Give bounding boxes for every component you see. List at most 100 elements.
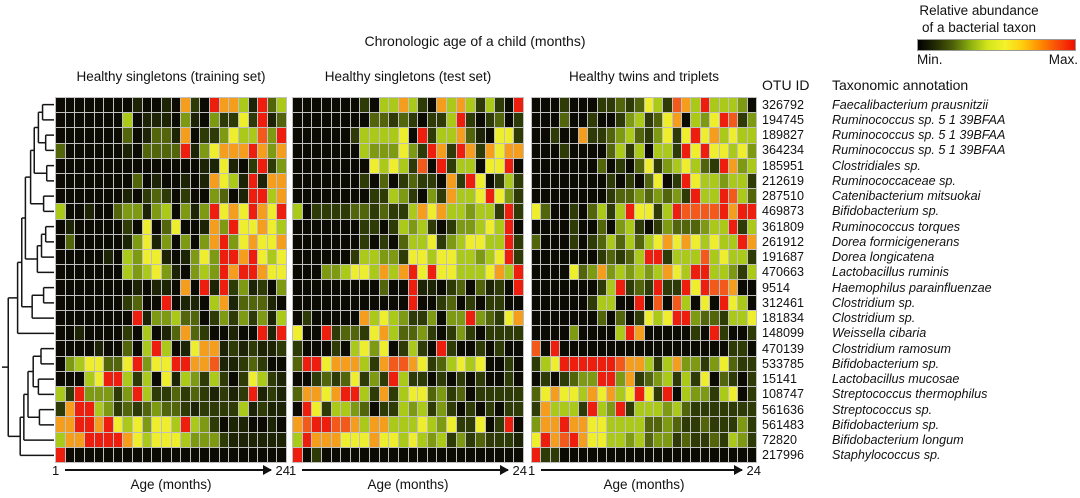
heatmap-cell bbox=[578, 174, 588, 189]
heatmap-cell bbox=[389, 310, 398, 326]
heatmap-cell bbox=[370, 447, 379, 462]
heatmap-cell bbox=[747, 310, 756, 326]
heatmap-cell bbox=[133, 234, 142, 250]
heatmap-cell bbox=[171, 250, 181, 265]
heatmap-cell bbox=[190, 204, 200, 219]
heatmap-cell bbox=[238, 341, 248, 356]
heatmap-cell bbox=[700, 386, 710, 402]
heatmap-cell bbox=[142, 310, 152, 326]
heatmap-cell bbox=[238, 189, 248, 204]
otu-id: 217996 bbox=[762, 448, 805, 463]
heatmap-cell bbox=[267, 189, 277, 204]
heatmap-cell bbox=[541, 265, 550, 280]
heatmap-cell bbox=[466, 356, 475, 371]
heatmap-cell bbox=[747, 250, 756, 265]
heatmap-cell bbox=[75, 447, 84, 462]
heatmap-cell bbox=[747, 417, 756, 432]
heatmap-cell bbox=[475, 280, 485, 295]
heatmap-cell bbox=[485, 402, 495, 417]
otu-taxon: Lactobacillus ruminis bbox=[832, 265, 949, 280]
heatmap-cell bbox=[142, 356, 152, 371]
heatmap-cell bbox=[398, 250, 408, 265]
heatmap-cell bbox=[719, 417, 728, 432]
heatmap-cell bbox=[152, 174, 161, 189]
heatmap-cell bbox=[258, 265, 267, 280]
heatmap-cell bbox=[427, 143, 437, 158]
heatmap-cell bbox=[495, 174, 504, 189]
heatmap-cell bbox=[181, 371, 190, 386]
heatmap-cell bbox=[738, 143, 747, 158]
heatmap-cell bbox=[133, 128, 142, 143]
heatmap-cell bbox=[747, 280, 756, 295]
heatmap-cell bbox=[485, 204, 495, 219]
heatmap-cell bbox=[504, 265, 514, 280]
heatmap-cell bbox=[541, 432, 550, 447]
heatmap-cell bbox=[113, 128, 123, 143]
heatmap-cell bbox=[616, 128, 625, 143]
heatmap-cell bbox=[672, 310, 681, 326]
heatmap-cell bbox=[597, 371, 606, 386]
heatmap-cell bbox=[94, 113, 104, 128]
heatmap-cell bbox=[597, 326, 606, 341]
heatmap-cell bbox=[370, 417, 379, 432]
heatmap-cell bbox=[56, 447, 65, 462]
heatmap-cell bbox=[466, 98, 475, 113]
heatmap-cell bbox=[219, 219, 229, 234]
heatmap-cell bbox=[321, 189, 331, 204]
heatmap-cell bbox=[427, 417, 437, 432]
heatmap-cell bbox=[65, 432, 75, 447]
age-axis-title: Age (months) bbox=[130, 477, 212, 492]
heatmap-cell bbox=[248, 189, 258, 204]
heatmap-cell bbox=[379, 128, 389, 143]
heatmap-cell bbox=[682, 219, 691, 234]
heatmap-cell bbox=[616, 356, 625, 371]
heatmap-cell bbox=[504, 219, 514, 234]
heatmap-cell bbox=[75, 174, 84, 189]
heatmap-cell bbox=[682, 280, 691, 295]
heatmap-cell bbox=[532, 143, 541, 158]
heatmap-cell bbox=[700, 204, 710, 219]
heatmap-cell bbox=[475, 326, 485, 341]
heatmap-cell bbox=[738, 113, 747, 128]
heatmap-cell bbox=[341, 356, 350, 371]
heatmap-cell bbox=[360, 158, 369, 174]
heatmap-cell bbox=[728, 402, 738, 417]
heatmap-cell bbox=[104, 341, 113, 356]
heatmap-cell bbox=[447, 432, 456, 447]
heatmap-cell bbox=[408, 189, 418, 204]
otu-row: 72820 Bifidobacterium longum bbox=[762, 433, 1080, 448]
heatmap-cell bbox=[229, 295, 238, 310]
heatmap-cell bbox=[84, 265, 94, 280]
heatmap-cell bbox=[635, 310, 644, 326]
heatmap-cell bbox=[738, 250, 747, 265]
heatmap-cell bbox=[350, 219, 360, 234]
heatmap-cell bbox=[94, 341, 104, 356]
heatmap-cell bbox=[635, 341, 644, 356]
heatmap-cell bbox=[747, 234, 756, 250]
heatmap-cell bbox=[578, 402, 588, 417]
heatmap-cell bbox=[437, 113, 446, 128]
heatmap-cell bbox=[408, 280, 418, 295]
heatmap-cell bbox=[302, 265, 312, 280]
heatmap-cell bbox=[408, 326, 418, 341]
heatmap-cell bbox=[728, 432, 738, 447]
heatmap-cell bbox=[321, 356, 331, 371]
heatmap-cell bbox=[219, 326, 229, 341]
heatmap-cell bbox=[171, 204, 181, 219]
heatmap-cell bbox=[398, 432, 408, 447]
heatmap-cell bbox=[485, 280, 495, 295]
heatmap-cell bbox=[607, 295, 616, 310]
heatmap-cell bbox=[379, 310, 389, 326]
heatmap-cell bbox=[541, 402, 550, 417]
heatmap-cell bbox=[635, 158, 644, 174]
heatmap-cell bbox=[427, 158, 437, 174]
heatmap-cell bbox=[360, 113, 369, 128]
heatmap-cell bbox=[625, 204, 635, 219]
heatmap-cell bbox=[258, 432, 267, 447]
heatmap-cell bbox=[625, 113, 635, 128]
heatmap-cell bbox=[267, 356, 277, 371]
heatmap-cell bbox=[389, 402, 398, 417]
heatmap-cell bbox=[672, 447, 681, 462]
heatmap-cell bbox=[229, 310, 238, 326]
heatmap-cell bbox=[331, 295, 341, 310]
